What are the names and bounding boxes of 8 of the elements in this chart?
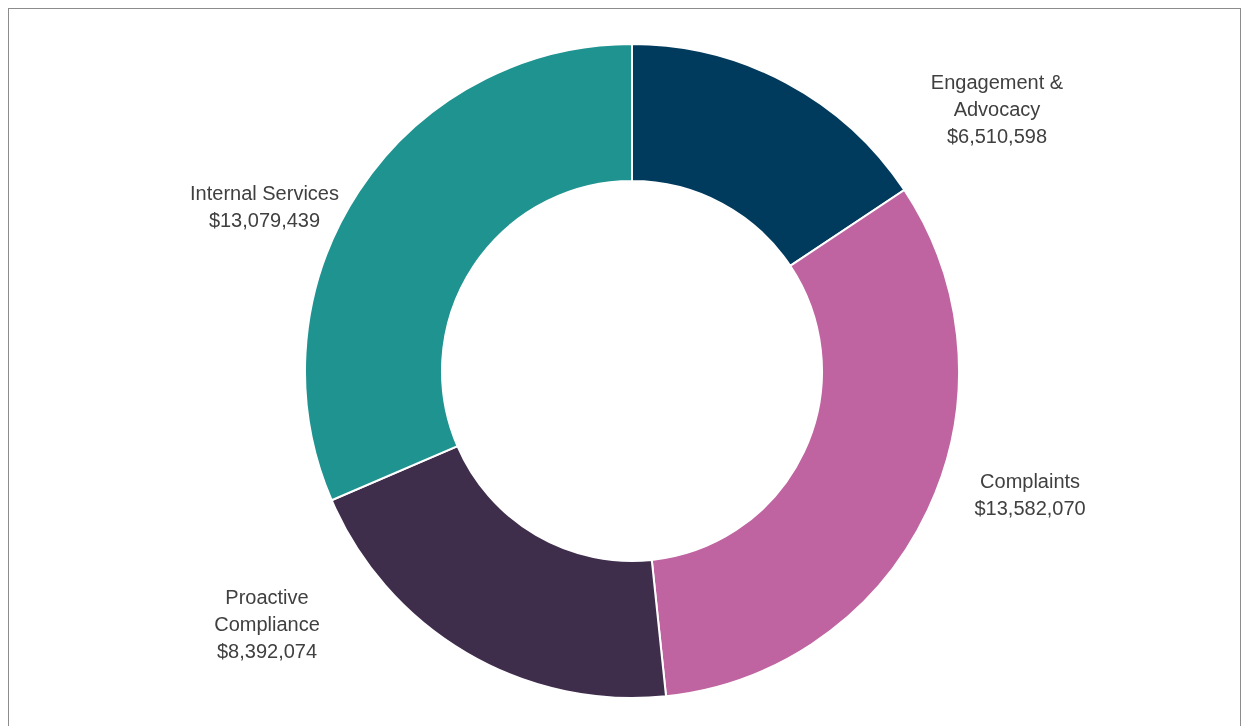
slice-label: Engagement & Advocacy — [930, 71, 1064, 121]
slice-label: Internal Services — [190, 182, 339, 205]
data-label: $13,582,070 — [974, 497, 1086, 520]
slice-label: Proactive Compliance — [214, 585, 320, 635]
data-label: $8,392,074 — [216, 639, 318, 662]
data-label: $13,079,439 — [208, 209, 321, 232]
slice-label: Complaints — [980, 470, 1081, 493]
data-label: $6,510,598 — [946, 125, 1048, 148]
